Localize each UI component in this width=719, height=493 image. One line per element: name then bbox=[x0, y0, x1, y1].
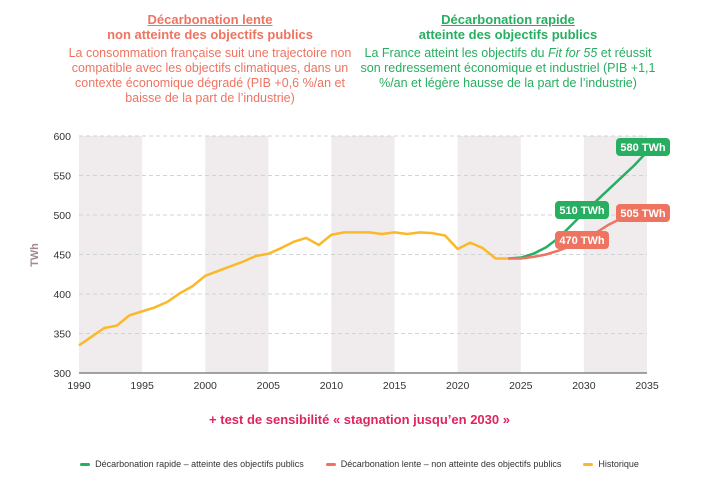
x-tick-label: 2010 bbox=[320, 380, 344, 392]
data-label-510-twh: 510 TWh bbox=[555, 201, 609, 219]
legend-label: Historique bbox=[598, 459, 639, 469]
data-label-box bbox=[616, 138, 670, 156]
data-label-text: 510 TWh bbox=[559, 205, 605, 217]
x-tick-label: 2005 bbox=[257, 380, 281, 392]
desc-part: La France atteint les objectifs du bbox=[364, 46, 548, 60]
x-tick-label: 1990 bbox=[67, 380, 91, 392]
legend-swatch bbox=[325, 462, 336, 466]
scenario-rapide-description: La France atteint les objectifs du Fit f… bbox=[358, 46, 658, 91]
data-label-580-twh: 580 TWh bbox=[616, 138, 670, 156]
x-tick-label: 2035 bbox=[635, 380, 659, 392]
x-tick-label: 2015 bbox=[383, 380, 407, 392]
y-tick-label: 450 bbox=[53, 250, 71, 262]
data-label-505-twh: 505 TWh bbox=[616, 204, 670, 222]
scenario-rapide-subtitle: atteinte des objectifs publics bbox=[418, 27, 598, 42]
x-tick-label: 2020 bbox=[446, 380, 470, 392]
x-tick-label: 2025 bbox=[509, 380, 533, 392]
y-tick-label: 350 bbox=[53, 329, 71, 341]
desc-italic: Fit for 55 bbox=[547, 46, 598, 60]
x-tick-label: 2000 bbox=[194, 380, 218, 392]
y-tick-label: 300 bbox=[53, 368, 71, 380]
desc-part: et réussit son redressement économique e… bbox=[360, 46, 656, 90]
scenario-lente-description: La consommation française suit une traje… bbox=[68, 46, 352, 105]
legend-swatch bbox=[80, 462, 91, 466]
legend-item: Décarbonation lente – non atteinte des o… bbox=[325, 459, 562, 469]
shaded-band bbox=[583, 136, 647, 373]
scenario-rapide-header: Décarbonation rapide atteinte des object… bbox=[358, 12, 658, 91]
scenario-lente-title: Décarbonation lente bbox=[147, 12, 273, 27]
sensitivity-note: + test de sensibilité « stagnation jusqu… bbox=[209, 412, 510, 427]
data-label-box bbox=[616, 204, 670, 222]
data-label-box bbox=[555, 201, 609, 219]
legend-label: Décarbonation rapide – atteinte des obje… bbox=[95, 459, 304, 469]
data-label-box bbox=[555, 231, 609, 249]
scenario-lente-subtitle: non atteinte des objectifs publics bbox=[107, 27, 313, 42]
y-tick-label: 500 bbox=[53, 210, 71, 222]
legend-label: Décarbonation lente – non atteinte des o… bbox=[340, 459, 562, 469]
data-label-text: 580 TWh bbox=[620, 142, 666, 154]
legend-item: Décarbonation rapide – atteinte des obje… bbox=[80, 459, 304, 469]
scenario-lente-header: Décarbonation lente non atteinte des obj… bbox=[60, 12, 360, 106]
y-tick-label: 550 bbox=[53, 171, 71, 183]
series-line-historique bbox=[78, 231, 509, 347]
y-tick-label: 600 bbox=[53, 131, 71, 143]
scenario-rapide-title: Décarbonation rapide bbox=[441, 12, 575, 27]
data-label-text: 470 TWh bbox=[559, 235, 605, 247]
y-tick-label: 400 bbox=[53, 289, 71, 301]
legend: Décarbonation rapide – atteinte des obje… bbox=[0, 459, 719, 469]
legend-swatch bbox=[583, 462, 594, 466]
x-tick-label: 1995 bbox=[130, 380, 154, 392]
y-axis-label: TWh bbox=[29, 243, 41, 267]
data-label-text: 505 TWh bbox=[620, 208, 666, 220]
legend-item: Historique bbox=[583, 459, 639, 469]
x-tick-label: 2030 bbox=[572, 380, 596, 392]
data-label-470-twh: 470 TWh bbox=[555, 231, 609, 249]
